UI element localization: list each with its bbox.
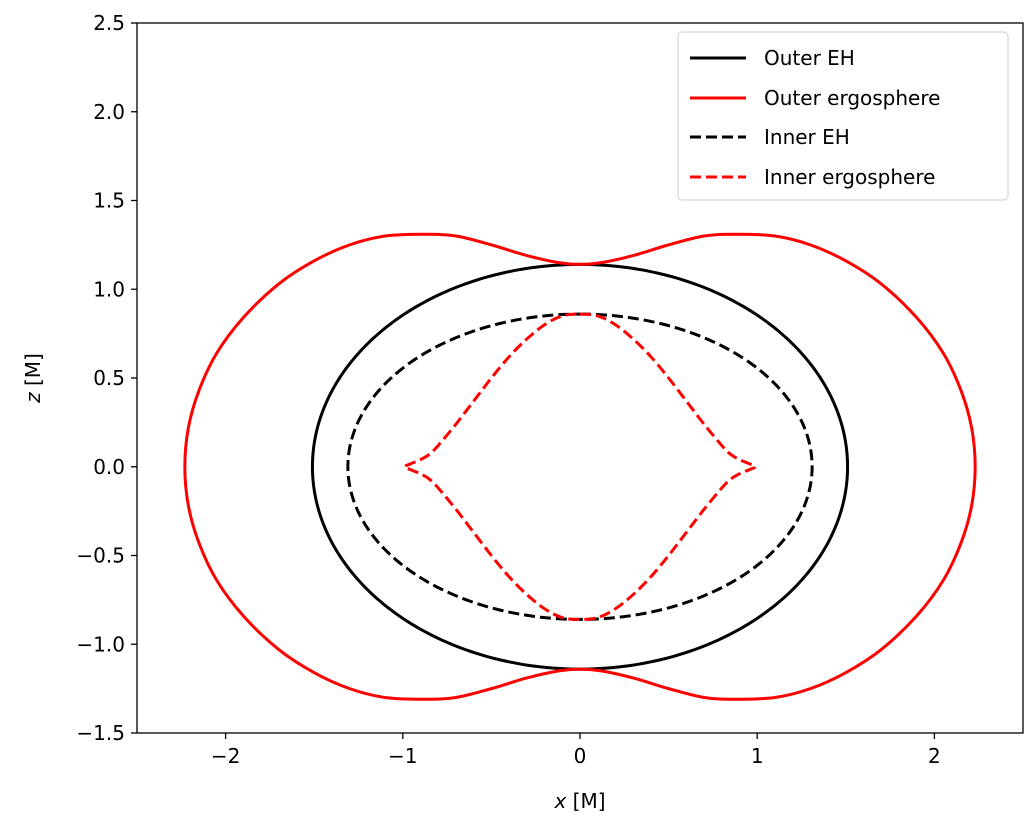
y-tick-label: 2.0 (93, 100, 125, 124)
y-axis-label-unit: [M] (21, 353, 45, 392)
series-outer-eh (310, 262, 850, 671)
legend-label-outer-eh: Outer EH (764, 46, 855, 70)
y-tick-label: 0.5 (93, 366, 125, 390)
y-tick-label: −0.5 (76, 544, 125, 568)
y-tick-label: 2.5 (93, 11, 125, 35)
legend-label-inner-ergosphere: Inner ergosphere (764, 165, 935, 189)
legend-label-inner-eh: Inner EH (764, 125, 850, 149)
x-axis-ticks: −2 −1 0 1 2 (211, 733, 941, 768)
x-tick-label: 0 (574, 744, 587, 768)
y-axis-label-var: z (21, 392, 45, 404)
curve-layer (183, 232, 977, 701)
y-axis-label: z [M] (21, 353, 45, 404)
y-tick-label: 1.0 (93, 277, 125, 301)
legend-label-outer-ergosphere: Outer ergosphere (764, 86, 940, 110)
legend-box (677, 31, 1009, 201)
x-axis-label: x [M] (553, 789, 605, 813)
legend: Outer EH Outer ergosphere Inner EH Inner… (677, 31, 1009, 201)
series-inner-ergosphere (403, 312, 757, 621)
series-outer-ergosphere (183, 232, 977, 701)
x-tick-label: −2 (211, 744, 240, 768)
x-tick-label: 2 (928, 744, 941, 768)
x-axis-label-var: x (553, 789, 566, 813)
y-tick-label: −1.5 (76, 721, 125, 745)
x-axis-label-unit: [M] (566, 789, 605, 813)
y-tick-label: −1.0 (76, 632, 125, 656)
series-inner-eh (346, 312, 814, 621)
x-tick-label: 1 (751, 744, 764, 768)
x-tick-label: −1 (388, 744, 417, 768)
y-tick-label: 1.5 (93, 189, 125, 213)
y-tick-label: 0.0 (93, 455, 125, 479)
y-axis-ticks: −1.5 −1.0 −0.5 0.0 0.5 1.0 1.5 2.0 2.5 (76, 11, 137, 745)
